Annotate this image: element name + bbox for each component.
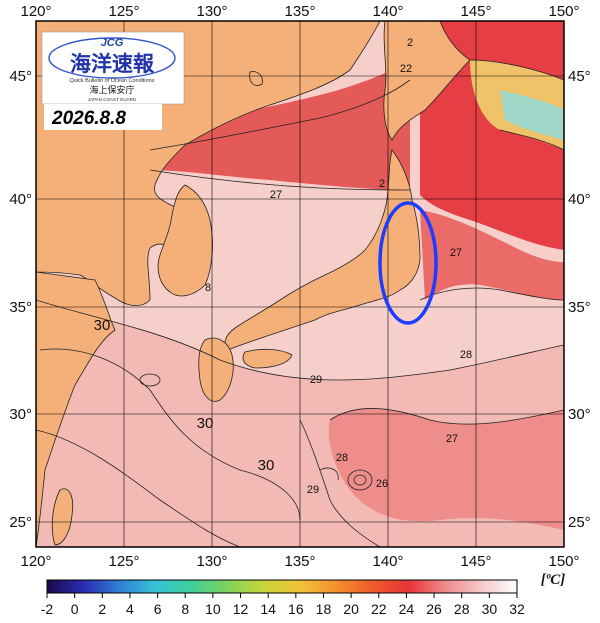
colorbar-tick-label: 10 bbox=[205, 601, 221, 617]
colorbar-ticks: -2 0 2 4 6 8 10 12 14 16 18 20 22 24 26 28 30 32 bbox=[41, 593, 525, 617]
lon-label-bottom: 125° bbox=[108, 553, 139, 570]
colorbar-tick-label: 6 bbox=[154, 601, 162, 617]
lon-label-bottom: 140° bbox=[372, 553, 403, 570]
colorbar-tick-label: 16 bbox=[288, 601, 304, 617]
contour-label: 28 bbox=[336, 452, 348, 464]
longitude-labels-top: 120° 125° 130° 135° 140° 145° 150° bbox=[20, 3, 579, 20]
land-korea bbox=[157, 184, 213, 297]
lat-label-left: 40° bbox=[9, 191, 32, 208]
colorbar-tick-label: 26 bbox=[426, 601, 442, 617]
contour-label: 2 bbox=[407, 37, 413, 49]
sea-cold-tongue bbox=[500, 90, 564, 140]
lat-label-right: 40° bbox=[568, 191, 591, 208]
logo-subtitle: Quick Bulletin of Ocean Conditions bbox=[70, 78, 155, 84]
contour-label: 29 bbox=[310, 374, 322, 386]
logo-agency: 海上保安庁 bbox=[89, 84, 134, 96]
contour-label: 30 bbox=[258, 457, 275, 474]
lat-label-right: 25° bbox=[568, 514, 591, 531]
contour-label: 30 bbox=[197, 415, 214, 432]
colorbar-tick-label: 32 bbox=[509, 601, 525, 617]
contour-label: 26 bbox=[376, 478, 388, 490]
sea-kuroshio bbox=[420, 210, 564, 300]
colorbar-tick-label: 20 bbox=[343, 601, 359, 617]
colorbar-tick-label: -2 bbox=[41, 601, 54, 617]
colorbar-tick-label: 8 bbox=[181, 601, 189, 617]
sea-japan-red bbox=[150, 60, 410, 190]
longitude-labels-bottom: 120° 125° 130° 135° 140° 145° 150° bbox=[20, 553, 579, 570]
latitude-labels-left: 45° 40° 35° 30° 25° bbox=[9, 68, 32, 531]
contour-lines bbox=[36, 59, 564, 547]
land-taiwan bbox=[51, 488, 74, 546]
lon-label-top: 130° bbox=[196, 3, 227, 20]
lat-label-right: 45° bbox=[568, 68, 591, 85]
highlight-ellipse bbox=[378, 201, 438, 325]
land-china-coast bbox=[36, 271, 116, 547]
land-sakhalin-tip bbox=[249, 71, 263, 86]
logo-brand: JCG bbox=[101, 37, 124, 49]
land-hokkaido bbox=[383, 21, 471, 141]
lon-label-top: 120° bbox=[20, 3, 51, 20]
lon-label-bottom: 150° bbox=[548, 553, 579, 570]
colorbar-tick-label: 24 bbox=[399, 601, 415, 617]
contour-label: 8 bbox=[205, 282, 211, 294]
contour-label: 27 bbox=[450, 247, 462, 259]
lon-label-bottom: 145° bbox=[460, 553, 491, 570]
colorbar: -2 0 2 4 6 8 10 12 14 16 18 20 22 24 26 28 30 32 [ºC] bbox=[41, 572, 565, 617]
logo-agency-en: JAPAN COAST GUARD bbox=[88, 97, 137, 102]
lat-label-left: 30° bbox=[9, 406, 32, 423]
contour-label: 30 bbox=[94, 317, 111, 334]
lon-label-top: 150° bbox=[548, 3, 579, 20]
colorbar-gradient bbox=[46, 579, 518, 594]
contour-label: 22 bbox=[400, 63, 412, 75]
land-honshu bbox=[224, 149, 421, 351]
colorbar-tick-label: 30 bbox=[482, 601, 498, 617]
colorbar-tick-label: 28 bbox=[454, 601, 470, 617]
lon-label-top: 140° bbox=[372, 3, 403, 20]
contour-label: 28 bbox=[460, 349, 472, 361]
lon-label-bottom: 135° bbox=[284, 553, 315, 570]
contour-label: 27 bbox=[270, 189, 282, 201]
lat-label-left: 35° bbox=[9, 299, 32, 316]
lon-label-top: 135° bbox=[284, 3, 315, 20]
colorbar-unit: [ºC] bbox=[541, 572, 566, 588]
lat-label-left: 45° bbox=[9, 68, 32, 85]
date-box bbox=[44, 104, 162, 130]
lat-label-right: 30° bbox=[568, 406, 591, 423]
lon-label-bottom: 130° bbox=[196, 553, 227, 570]
colorbar-tick-label: 22 bbox=[371, 601, 387, 617]
contour-label: 29 bbox=[307, 484, 319, 496]
lon-label-top: 125° bbox=[108, 3, 139, 20]
colorbar-tick-label: 2 bbox=[98, 601, 106, 617]
latitude-labels-right: 45° 40° 35° 30° 25° bbox=[568, 68, 591, 531]
colorbar-tick-label: 4 bbox=[126, 601, 134, 617]
jcg-logo: JCG 海洋速報 Quick Bulletin of Ocean Conditi… bbox=[41, 31, 185, 105]
lon-label-bottom: 120° bbox=[20, 553, 51, 570]
colorbar-tick-label: 18 bbox=[316, 601, 332, 617]
colorbar-tick-label: 12 bbox=[233, 601, 249, 617]
lat-label-left: 25° bbox=[9, 514, 32, 531]
land-shikoku bbox=[242, 348, 293, 369]
lat-label-right: 35° bbox=[568, 299, 591, 316]
sea-hot-patch bbox=[328, 408, 564, 530]
bulletin-date: 2026.8.8 bbox=[51, 108, 126, 129]
contour-label: 2 bbox=[379, 178, 385, 190]
colorbar-tick-label: 0 bbox=[71, 601, 79, 617]
colorbar-tick-label: 14 bbox=[260, 601, 276, 617]
logo-title: 海洋速報 bbox=[70, 52, 155, 76]
lon-label-top: 145° bbox=[460, 3, 491, 20]
contour-label: 27 bbox=[446, 433, 458, 445]
